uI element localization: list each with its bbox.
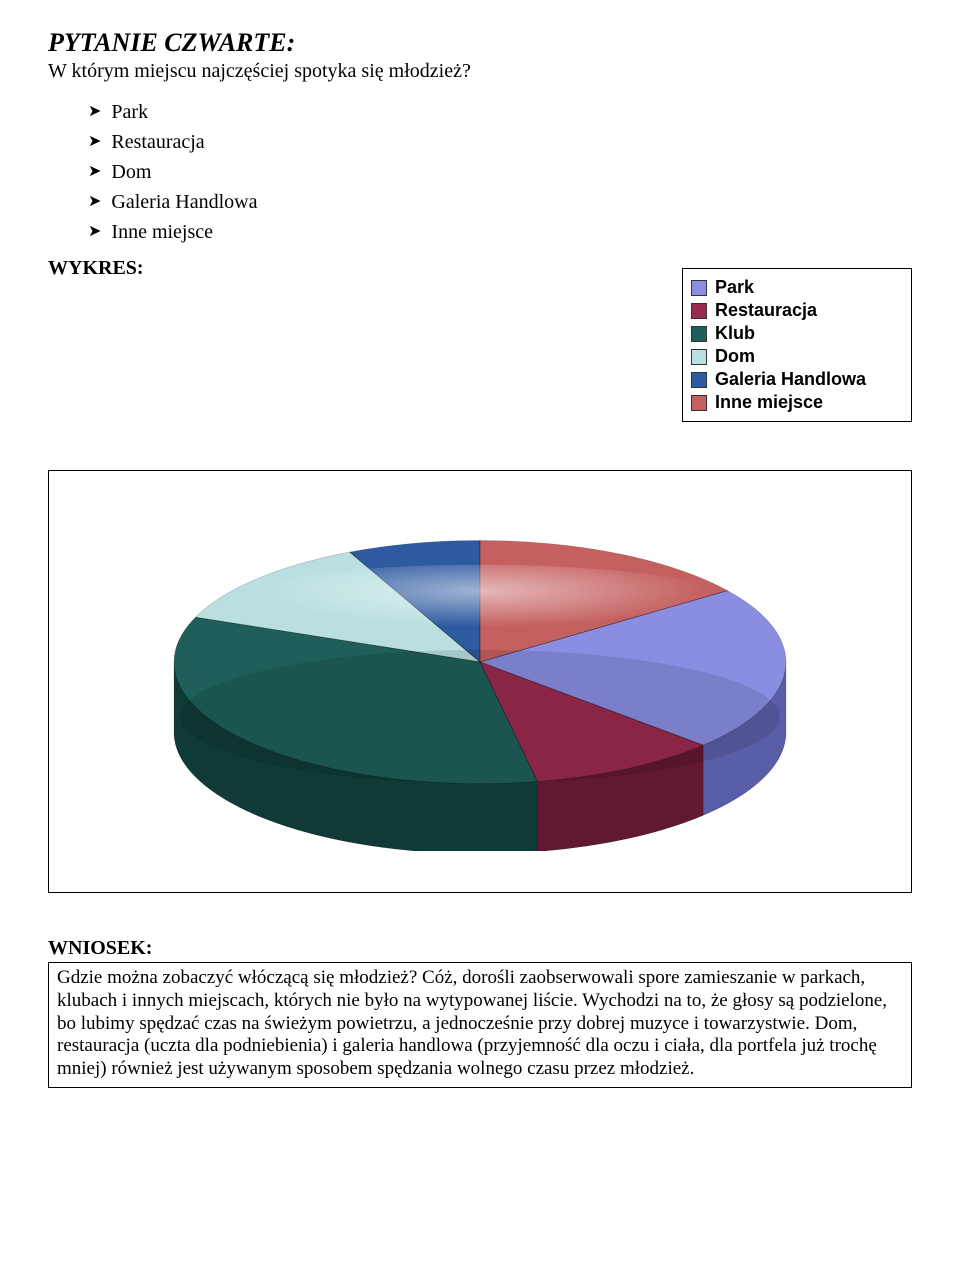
conclusion-heading: WNIOSEK: [48, 937, 912, 960]
legend-swatch [691, 303, 707, 319]
conclusion-text: Gdzie można zobaczyć włóczącą się młodzi… [57, 967, 887, 1079]
legend-swatch [691, 372, 707, 388]
legend-item: Park [691, 277, 901, 298]
pie-chart [75, 491, 885, 851]
legend-item: Klub [691, 323, 901, 344]
conclusion-box: Gdzie można zobaczyć włóczącą się młodzi… [48, 962, 912, 1088]
answers-item: ➤ Dom [88, 157, 912, 187]
legend-label: Park [715, 277, 754, 298]
answers-item-label: Inne miejsce [111, 217, 213, 247]
legend-swatch [691, 395, 707, 411]
answers-item: ➤ Galeria Handlowa [88, 187, 912, 217]
answers-item: ➤ Park [88, 97, 912, 127]
question-title: PYTANIE CZWARTE: [48, 28, 912, 58]
answers-list: ➤ Park ➤ Restauracja ➤ Dom ➤ Galeria Handlowa ➤ I… [88, 97, 912, 247]
legend-item: Dom [691, 346, 901, 367]
bullet-arrow-icon: ➤ [88, 220, 101, 244]
legend-label: Klub [715, 323, 755, 344]
bullet-arrow-icon: ➤ [88, 130, 101, 154]
answers-item-label: Restauracja [111, 127, 204, 157]
legend-item: Galeria Handlowa [691, 369, 901, 390]
bullet-arrow-icon: ➤ [88, 100, 101, 124]
bullet-arrow-icon: ➤ [88, 190, 101, 214]
bullet-arrow-icon: ➤ [88, 160, 101, 184]
legend-label: Inne miejsce [715, 392, 823, 413]
answers-item-label: Dom [111, 157, 151, 187]
chart-legend: ParkRestauracjaKlubDomGaleria HandlowaIn… [682, 268, 912, 422]
legend-label: Restauracja [715, 300, 817, 321]
legend-swatch [691, 326, 707, 342]
legend-item: Inne miejsce [691, 392, 901, 413]
answers-item-label: Galeria Handlowa [111, 187, 257, 217]
legend-item: Restauracja [691, 300, 901, 321]
question-subtitle: W którym miejscu najczęściej spotyka się… [48, 60, 912, 83]
pie-chart-container [48, 470, 912, 893]
legend-swatch [691, 349, 707, 365]
answers-item: ➤ Restauracja [88, 127, 912, 157]
legend-label: Dom [715, 346, 755, 367]
legend-swatch [691, 280, 707, 296]
legend-label: Galeria Handlowa [715, 369, 866, 390]
answers-item: ➤ Inne miejsce [88, 217, 912, 247]
answers-item-label: Park [111, 97, 148, 127]
